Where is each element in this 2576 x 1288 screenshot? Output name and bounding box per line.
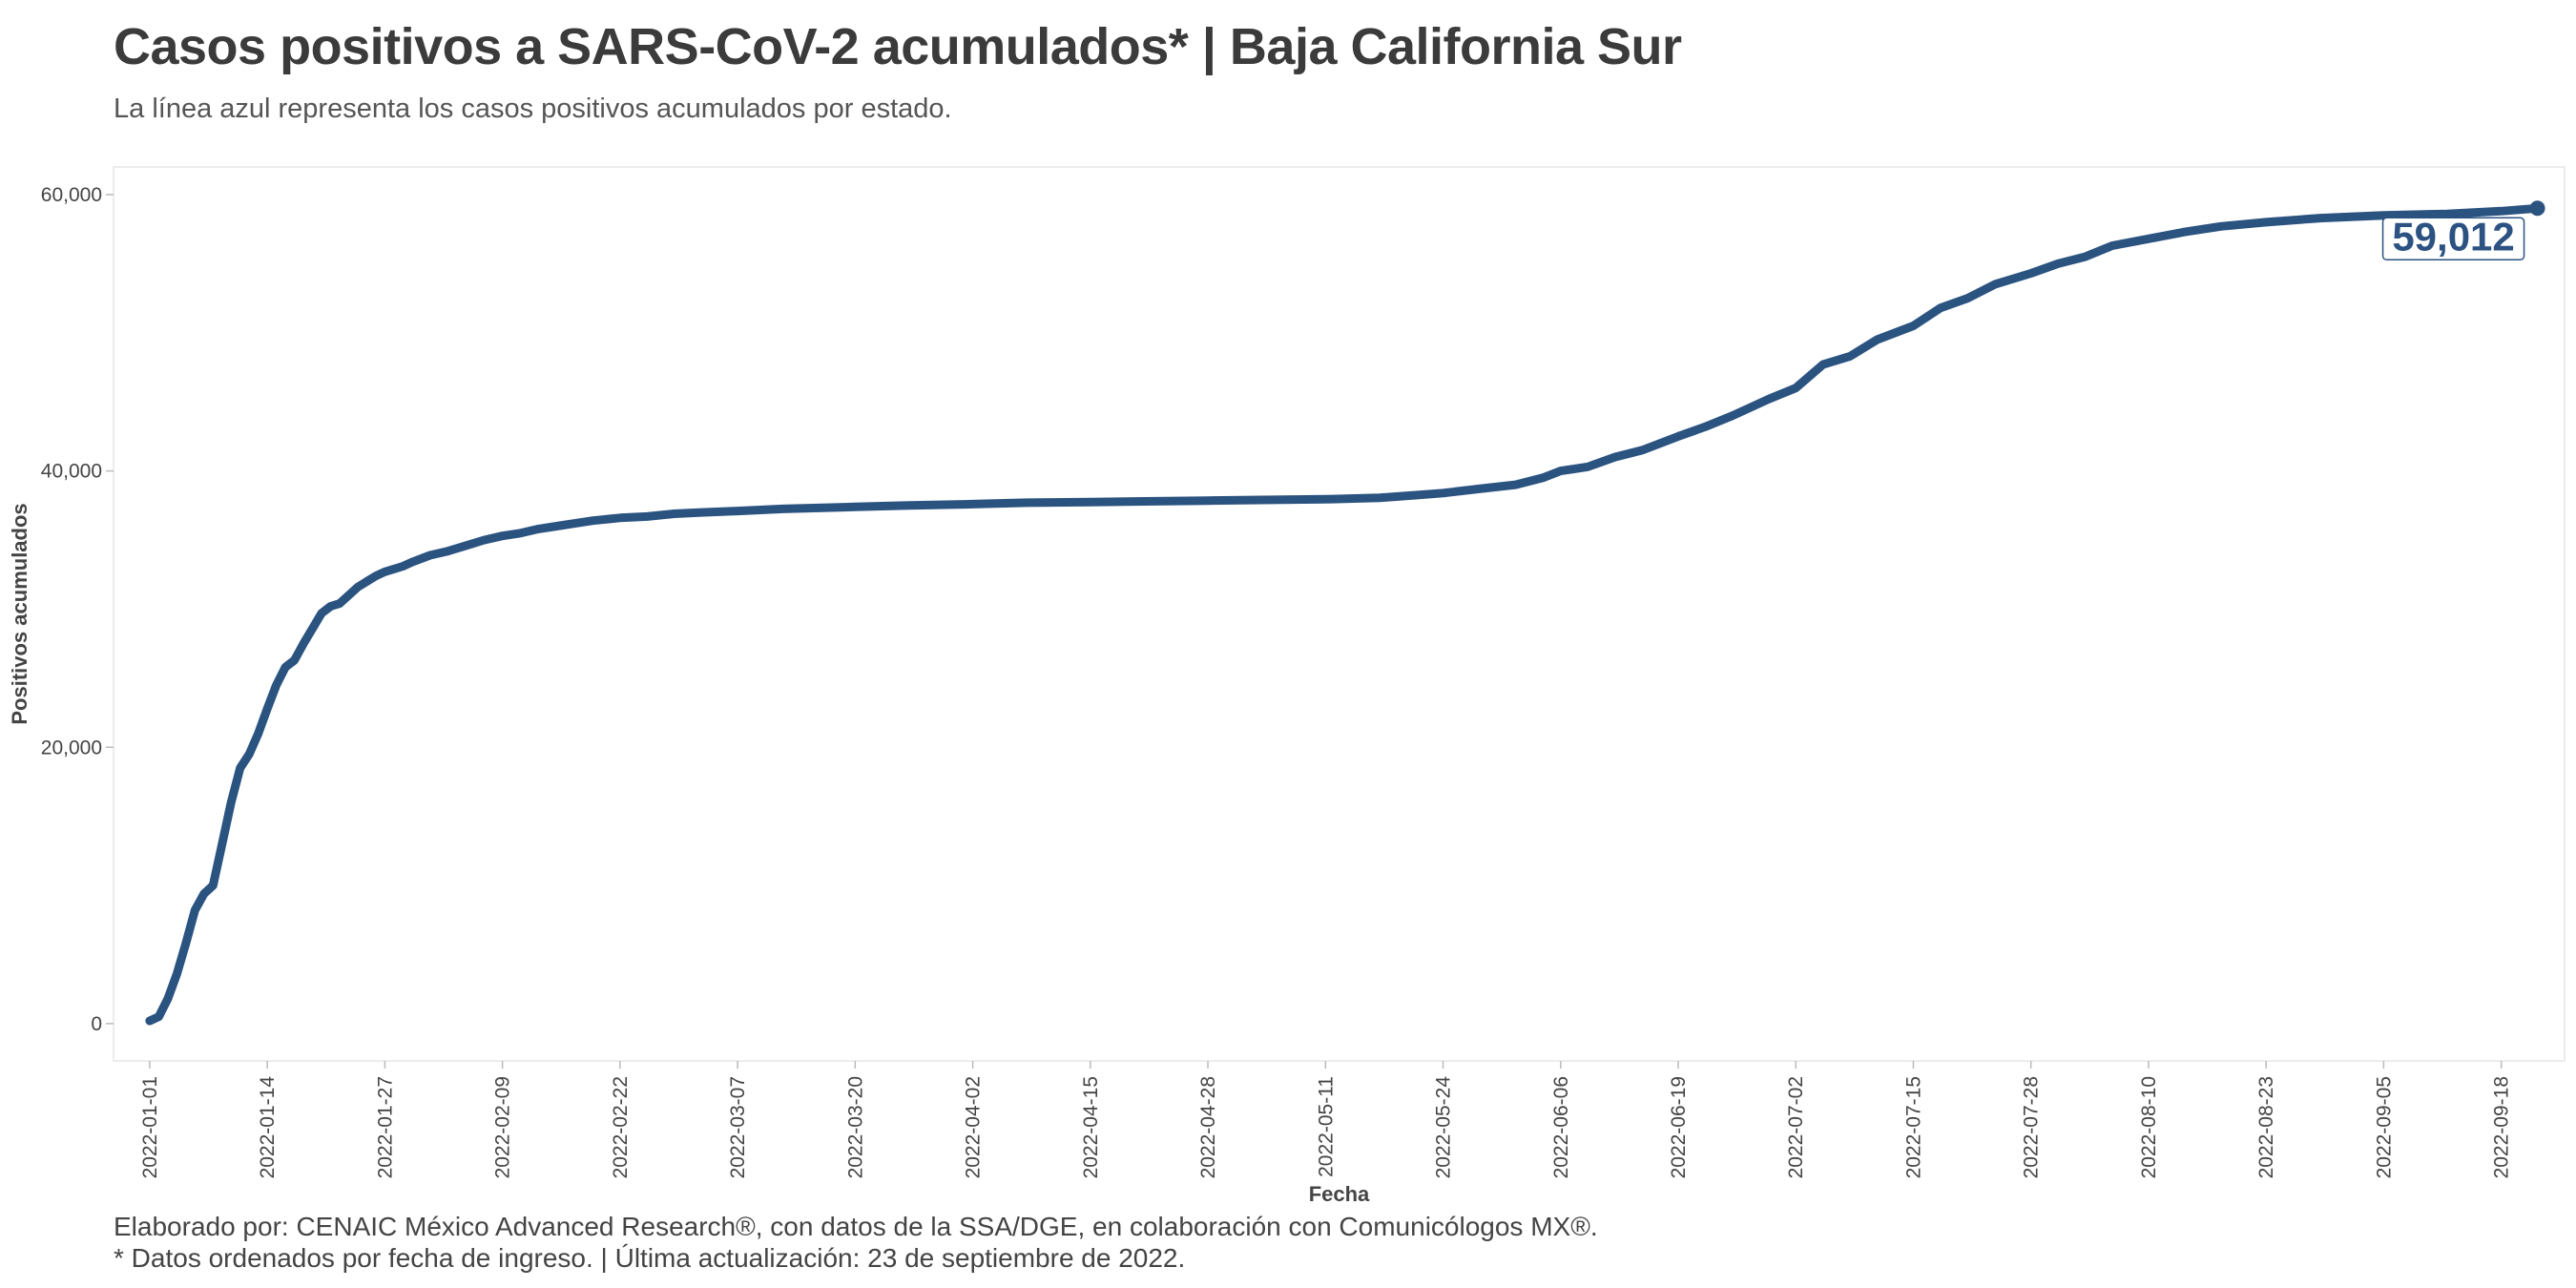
- x-tick-label: 2022-07-15: [1902, 1076, 1924, 1178]
- y-tick-label: 20,000: [41, 737, 102, 758]
- plot-panel: [113, 166, 2566, 1062]
- y-axis-label: Positivos acumulados: [8, 503, 31, 724]
- x-tick-label: 2022-08-10: [2138, 1076, 2160, 1178]
- x-tick-label: 2022-05-11: [1315, 1076, 1337, 1177]
- x-tick-label: 2022-04-28: [1197, 1076, 1219, 1178]
- x-tick-label: 2022-04-15: [1080, 1076, 1102, 1178]
- x-tick-label: 2022-02-09: [492, 1076, 514, 1178]
- y-tick-label: 60,000: [41, 184, 102, 206]
- x-tick-label: 2022-06-19: [1668, 1076, 1690, 1178]
- x-tick-label: 2022-01-01: [139, 1076, 161, 1178]
- x-tick-label: 2022-01-14: [257, 1076, 279, 1179]
- footer-credit: Elaborado por: CENAIC México Advanced Re…: [114, 1212, 1598, 1241]
- x-tick-label: 2022-08-23: [2255, 1076, 2277, 1178]
- x-axis-label: Fecha: [1309, 1182, 1370, 1206]
- chart-title: Casos positivos a SARS-CoV-2 acumulados*…: [114, 18, 1682, 75]
- end-label-box: [2381, 217, 2525, 261]
- x-tick-label: 2022-09-05: [2373, 1076, 2395, 1178]
- chart-subtitle: La línea azul representa los casos posit…: [114, 93, 952, 124]
- x-tick-label: 2022-07-28: [2021, 1076, 2043, 1178]
- x-tick-label: 2022-01-27: [374, 1076, 396, 1178]
- x-tick-label: 2022-09-18: [2491, 1076, 2513, 1178]
- x-axis: 2022-01-01 2022-01-14 2022-01-27 2022-02-09…: [139, 1061, 2513, 1178]
- x-tick-label: 2022-04-02: [963, 1076, 985, 1178]
- x-tick-label: 2022-03-07: [727, 1076, 749, 1178]
- x-tick-label: 2022-02-22: [610, 1076, 632, 1178]
- end-point-marker: [2529, 200, 2545, 217]
- footer-note: * Datos ordenados por fecha de ingreso. …: [114, 1243, 1186, 1273]
- y-tick-label: 40,000: [41, 461, 102, 483]
- x-tick-label: 2022-05-24: [1433, 1076, 1455, 1179]
- y-axis: 0 20,000 40,000 60,000: [41, 184, 114, 1035]
- x-tick-label: 2022-03-20: [844, 1076, 866, 1178]
- y-tick-label: 0: [91, 1013, 102, 1035]
- series-line-positivos: [145, 203, 2543, 1026]
- end-value-label: 59,012: [2392, 214, 2514, 259]
- x-tick-label: 2022-07-02: [1785, 1076, 1807, 1178]
- x-tick-label: 2022-06-06: [1550, 1076, 1572, 1178]
